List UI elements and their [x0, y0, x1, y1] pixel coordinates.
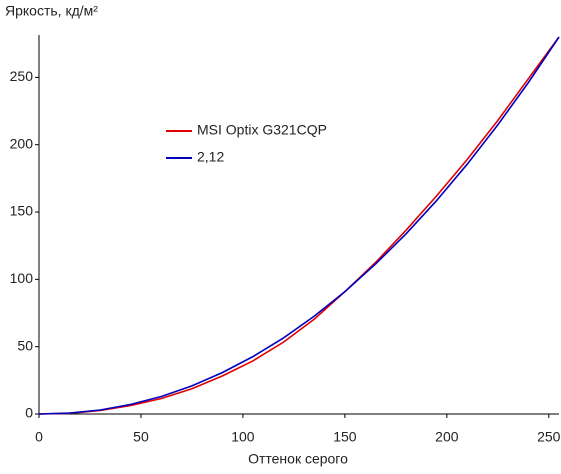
line-series	[38, 36, 560, 415]
y-tick-label: 100	[10, 270, 34, 286]
legend-label: MSI Optix G321CQP	[197, 122, 327, 138]
x-tick-label: 50	[133, 429, 149, 445]
x-tick-label: 100	[231, 429, 255, 445]
y-tick-label: 250	[10, 68, 34, 84]
x-tick-label: 200	[435, 429, 459, 445]
x-tick-label: 150	[333, 429, 357, 445]
line-series	[38, 36, 560, 415]
x-tick-label: 0	[35, 429, 43, 445]
y-tick-label: 150	[10, 203, 34, 219]
y-tick-label: 0	[25, 405, 33, 421]
y-tick-label: 50	[17, 337, 33, 353]
legend-label: 2,12	[197, 149, 224, 165]
y-axis-label: Яркость, кд/м²	[5, 3, 98, 19]
x-tick-label: 250	[537, 429, 561, 445]
x-axis-label: Оттенок серого	[248, 451, 348, 467]
y-tick-label: 200	[10, 135, 34, 151]
